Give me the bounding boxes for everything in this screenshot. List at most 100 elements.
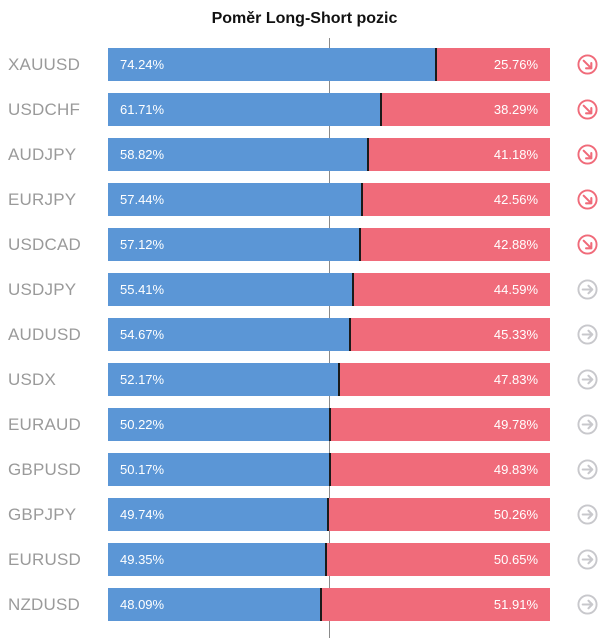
pair-row[interactable]: NZDUSD 48.09% 51.91% (0, 588, 609, 621)
short-segment (360, 228, 550, 261)
ratio-divider (435, 48, 437, 81)
pair-symbol: XAUUSD (8, 55, 81, 74)
ratio-divider (361, 183, 363, 216)
long-segment (108, 453, 330, 486)
long-segment (108, 408, 330, 441)
ratio-bar[interactable]: 58.82% 41.18% (108, 138, 550, 171)
arrow-right-icon[interactable] (577, 504, 598, 525)
long-percent-label: 48.09% (120, 597, 165, 612)
long-percent-label: 55.41% (120, 282, 165, 297)
short-percent-label: 25.76% (493, 57, 538, 72)
pair-symbol: AUDUSD (8, 325, 81, 344)
ratio-bar[interactable]: 48.09% 51.91% (108, 588, 550, 621)
pair-row[interactable]: USDX 52.17% 47.83% (0, 363, 609, 396)
pair-symbol: EURUSD (8, 550, 81, 569)
pair-row[interactable]: USDCHF 61.71% 38.29% (0, 93, 609, 126)
short-percent-label: 42.88% (493, 237, 538, 252)
short-percent-label: 49.78% (493, 417, 538, 432)
arrow-right-icon[interactable] (577, 279, 598, 300)
ratio-divider (327, 498, 329, 531)
ratio-bar[interactable]: 50.17% 49.83% (108, 453, 550, 486)
pair-row[interactable]: EURJPY 57.44% 42.56% (0, 183, 609, 216)
pair-row[interactable]: USDCAD 57.12% 42.88% (0, 228, 609, 261)
pair-symbol: GBPUSD (8, 460, 81, 479)
ratio-bar[interactable]: 54.67% 45.33% (108, 318, 550, 351)
pair-symbol: USDCHF (8, 100, 81, 119)
pair-row[interactable]: GBPUSD 50.17% 49.83% (0, 453, 609, 486)
ratio-divider (329, 453, 331, 486)
pair-symbol: EURAUD (8, 415, 81, 434)
short-percent-label: 44.59% (493, 282, 538, 297)
long-percent-label: 57.12% (120, 237, 165, 252)
pair-symbol: NZDUSD (8, 595, 81, 614)
short-segment (321, 588, 550, 621)
short-segment (362, 183, 550, 216)
pair-symbol: USDX (8, 370, 57, 389)
long-segment (108, 498, 328, 531)
pair-row[interactable]: USDJPY 55.41% 44.59% (0, 273, 609, 306)
ratio-bar[interactable]: 52.17% 47.83% (108, 363, 550, 396)
short-segment (328, 498, 550, 531)
pair-symbol: USDCAD (8, 235, 81, 254)
ratio-bar[interactable]: 57.44% 42.56% (108, 183, 550, 216)
arrow-right-icon[interactable] (577, 594, 598, 615)
short-percent-label: 42.56% (493, 192, 538, 207)
short-segment (353, 273, 550, 306)
long-percent-label: 50.22% (120, 417, 165, 432)
arrow-right-icon[interactable] (577, 414, 598, 435)
ratio-divider (352, 273, 354, 306)
ratio-bar[interactable]: 57.12% 42.88% (108, 228, 550, 261)
pair-row[interactable]: GBPJPY 49.74% 50.26% (0, 498, 609, 531)
short-percent-label: 50.65% (493, 552, 538, 567)
arrow-right-icon[interactable] (577, 324, 598, 345)
pair-row[interactable]: EURAUD 50.22% 49.78% (0, 408, 609, 441)
ratio-divider (367, 138, 369, 171)
arrow-right-icon[interactable] (577, 549, 598, 570)
long-segment (108, 273, 353, 306)
ratio-divider (325, 543, 327, 576)
short-percent-label: 49.83% (493, 462, 538, 477)
arrow-down-right-icon[interactable] (577, 54, 598, 75)
pair-row[interactable]: XAUUSD 74.24% 25.76% (0, 48, 609, 81)
ratio-divider (349, 318, 351, 351)
ratio-divider (338, 363, 340, 396)
long-segment (108, 588, 321, 621)
long-segment (108, 138, 368, 171)
short-segment (339, 363, 550, 396)
chart-title: Poměr Long-Short pozic (211, 10, 398, 27)
long-segment (108, 93, 381, 126)
pair-symbol: EURJPY (8, 190, 77, 209)
short-segment (330, 408, 550, 441)
long-segment (108, 48, 436, 81)
short-percent-label: 50.26% (493, 507, 538, 522)
arrow-right-icon[interactable] (577, 369, 598, 390)
pair-row[interactable]: AUDJPY 58.82% 41.18% (0, 138, 609, 171)
ratio-bar[interactable]: 49.74% 50.26% (108, 498, 550, 531)
short-segment (436, 48, 550, 81)
short-percent-label: 38.29% (493, 102, 538, 117)
arrow-right-icon[interactable] (577, 459, 598, 480)
ratio-bar[interactable]: 61.71% 38.29% (108, 93, 550, 126)
ratio-bar[interactable]: 49.35% 50.65% (108, 543, 550, 576)
long-segment (108, 183, 362, 216)
long-percent-label: 54.67% (120, 327, 165, 342)
short-percent-label: 41.18% (493, 147, 538, 162)
ratio-bar[interactable]: 74.24% 25.76% (108, 48, 550, 81)
short-percent-label: 47.83% (493, 372, 538, 387)
ratio-bar[interactable]: 55.41% 44.59% (108, 273, 550, 306)
pair-row[interactable]: EURUSD 49.35% 50.65% (0, 543, 609, 576)
pair-row[interactable]: AUDUSD 54.67% 45.33% (0, 318, 609, 351)
long-percent-label: 49.74% (120, 507, 165, 522)
arrow-down-right-icon[interactable] (577, 189, 598, 210)
long-percent-label: 58.82% (120, 147, 165, 162)
long-segment (108, 228, 360, 261)
arrow-down-right-icon[interactable] (577, 144, 598, 165)
long-percent-label: 50.17% (120, 462, 165, 477)
arrow-down-right-icon[interactable] (577, 234, 598, 255)
ratio-bar[interactable]: 50.22% 49.78% (108, 408, 550, 441)
long-percent-label: 49.35% (120, 552, 165, 567)
arrow-down-right-icon[interactable] (577, 99, 598, 120)
long-percent-label: 52.17% (120, 372, 165, 387)
long-percent-label: 57.44% (120, 192, 165, 207)
short-segment (330, 453, 550, 486)
